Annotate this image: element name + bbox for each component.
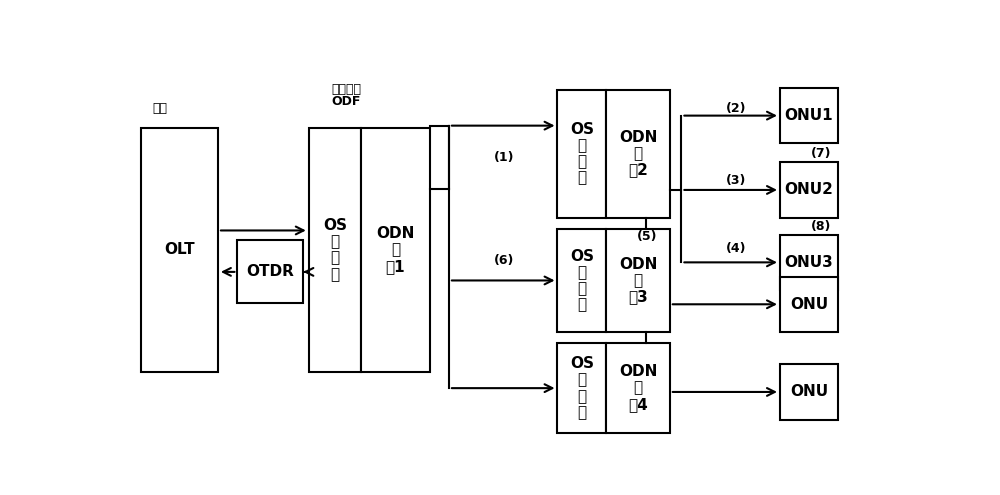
Bar (606, 90, 670, 218)
Text: (6): (6) (494, 254, 514, 267)
Text: ONU: ONU (790, 297, 828, 312)
Text: 局端: 局端 (152, 101, 167, 115)
Text: (3): (3) (726, 174, 746, 187)
Bar (780, 235, 838, 290)
Bar (557, 229, 606, 332)
Text: 光配线架: 光配线架 (331, 83, 361, 96)
Bar (606, 229, 670, 332)
Text: (4): (4) (726, 242, 746, 255)
Text: ODN
设
剹3: ODN 设 剹3 (619, 257, 657, 304)
Text: OS
光
开
关: OS 光 开 关 (570, 356, 594, 420)
Bar (140, 128, 218, 372)
Text: ONU1: ONU1 (785, 108, 833, 123)
Text: ODN
设
剹1: ODN 设 剹1 (376, 226, 415, 274)
Bar (780, 277, 838, 332)
Text: (5): (5) (637, 230, 657, 243)
Text: ODF: ODF (331, 95, 361, 108)
Bar (606, 344, 670, 433)
Text: ODN
设
剹2: ODN 设 剹2 (619, 130, 657, 177)
Text: ONU2: ONU2 (784, 183, 833, 198)
Bar (557, 90, 606, 218)
Text: (8): (8) (811, 220, 831, 233)
Bar (309, 128, 361, 372)
Text: ONU: ONU (790, 385, 828, 399)
Bar (780, 364, 838, 420)
Text: (7): (7) (811, 148, 831, 160)
Text: OS
光
开
关: OS 光 开 关 (323, 218, 347, 282)
Text: ODN
设
剹4: ODN 设 剹4 (619, 364, 657, 412)
Text: OLT: OLT (164, 243, 195, 257)
Text: OTDR: OTDR (246, 264, 294, 279)
Bar (237, 241, 303, 303)
Text: OS
光
开
关: OS 光 开 关 (570, 122, 594, 186)
Text: ONU3: ONU3 (785, 255, 833, 270)
Text: OS
光
开
关: OS 光 开 关 (570, 248, 594, 312)
Bar (557, 344, 606, 433)
Text: (1): (1) (494, 151, 514, 164)
Bar (780, 162, 838, 218)
Text: (2): (2) (726, 101, 746, 115)
Bar (361, 128, 430, 372)
Bar (780, 88, 838, 143)
